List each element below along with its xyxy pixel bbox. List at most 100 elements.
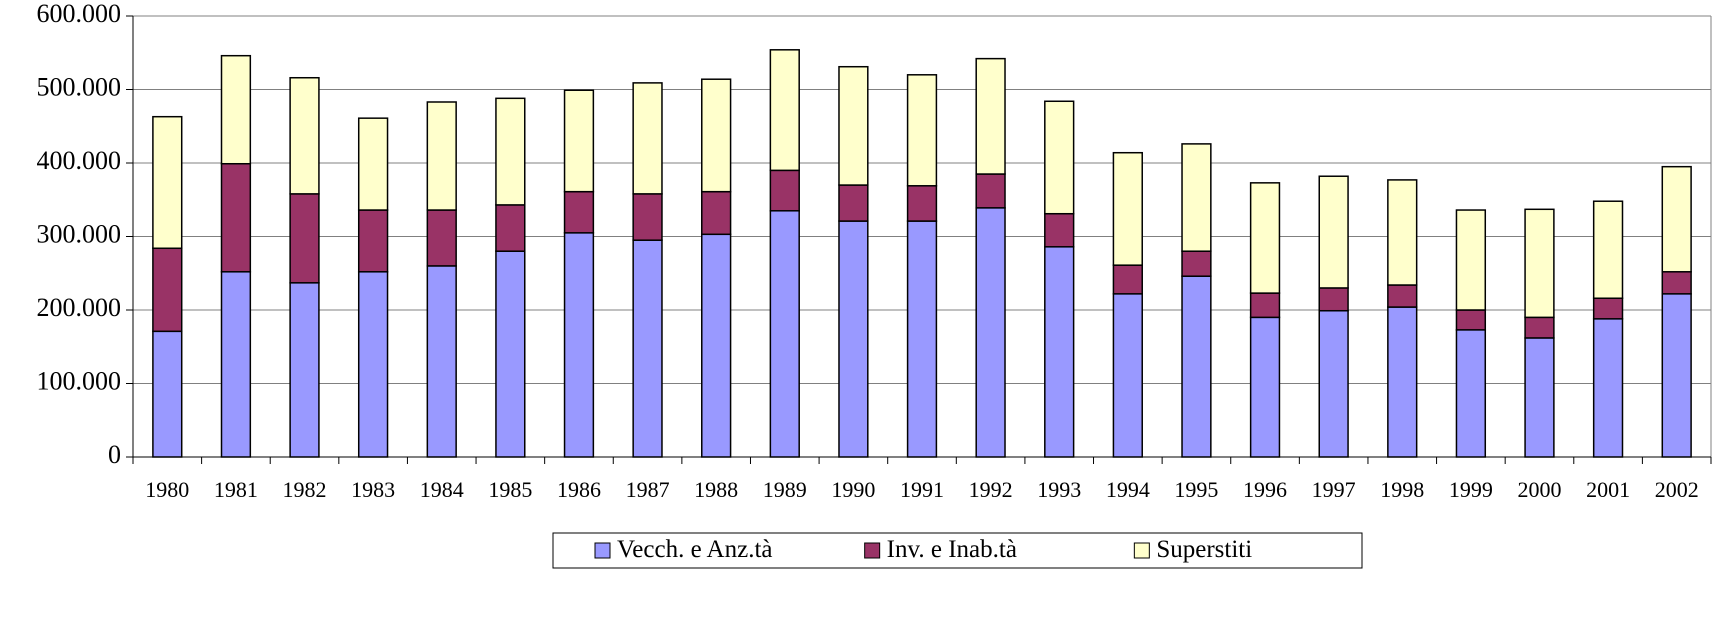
x-tick-label: 1992 [969,477,1013,502]
bar-segment [838,220,869,458]
x-tick-label: 1989 [763,477,807,502]
bar-segment [1044,212,1075,248]
legend-label: Vecch. e Anz.tà [617,536,772,563]
bar-segment [357,271,389,458]
bar-segment [1387,284,1418,308]
bar-segment [1387,179,1418,286]
bar-segment [1524,208,1555,319]
bar-segment [1181,275,1212,458]
bar-segment [1592,318,1624,458]
bar-segment [152,115,183,250]
bar-segment [1112,293,1143,458]
bar-segment [563,232,595,458]
bar-segment [1455,309,1487,331]
bar-segment [1181,143,1212,252]
x-tick-label: 1988 [694,477,738,502]
bar-segment [975,207,1006,458]
bar-segment [1661,293,1692,458]
bar-segment [975,57,1006,175]
y-tick-label: 300.000 [37,219,122,248]
bar-segment [701,190,732,236]
bar-segment [1524,316,1555,339]
bar-segment [632,239,663,458]
bar-segment [1387,306,1418,458]
bar-segment [357,209,389,273]
x-tick-label: 2002 [1655,477,1699,502]
legend-swatch [864,542,881,559]
bar-segment [906,185,938,222]
x-tick-label: 1993 [1037,477,1081,502]
bar-segment [220,271,252,458]
bar-segment [220,54,252,165]
x-tick-label: 1991 [900,477,944,502]
bar-segment [1455,329,1487,458]
bar-segment [495,204,526,252]
bar-segment [701,233,732,458]
bar-segment [1044,100,1075,215]
bar-segment [632,193,663,241]
bar-segment [1524,337,1555,458]
x-tick-label: 1998 [1380,477,1424,502]
bar-segment [426,209,457,267]
x-tick-label: 1985 [488,477,532,502]
bar-segment [906,220,938,458]
bar-segment [1249,292,1281,319]
bar-segment [289,282,320,458]
x-tick-label: 1997 [1312,477,1356,502]
y-tick-label: 500.000 [37,72,122,101]
bar-segment [426,101,457,211]
x-tick-label: 2000 [1517,477,1561,502]
bar-segment [563,89,595,193]
bar-segment [1181,250,1212,277]
bar-segment [495,250,526,458]
bar-segment [289,76,320,195]
bar-segment [152,330,183,458]
bar-segment [563,190,595,234]
bar-segment [769,49,800,172]
legend-swatch [594,542,611,559]
bar-segment [1112,264,1143,295]
bar-segment [701,78,732,193]
bar-segment [426,265,457,458]
bar-segment [769,169,800,212]
bar-segment [1249,182,1281,294]
legend-box [552,532,1363,569]
x-tick-label: 1984 [420,477,464,502]
x-tick-label: 1981 [214,477,258,502]
bar-segment [838,65,869,186]
bar-segment [1455,209,1487,311]
legend-label: Inv. e Inab.tà [887,536,1017,563]
y-tick-label: 100.000 [37,366,122,395]
legend-label: Superstiti [1156,536,1252,563]
x-tick-label: 1983 [351,477,395,502]
bar-segment [838,184,869,222]
bar-segment [1318,287,1349,312]
x-tick-label: 1982 [283,477,327,502]
bar-segment [1112,151,1143,266]
bar-segment [1249,316,1281,458]
y-tick-label: 200.000 [37,293,122,322]
bar-segment [220,162,252,273]
x-tick-label: 2001 [1586,477,1630,502]
bar-segment [1592,297,1624,320]
bar-segment [975,173,1006,209]
x-tick-label: 1986 [557,477,601,502]
bar-segment [1592,200,1624,299]
legend-swatch [1133,542,1150,559]
x-tick-label: 1980 [145,477,189,502]
x-tick-label: 1996 [1243,477,1287,502]
bar-segment [1661,165,1692,273]
bar-segment [495,97,526,206]
bar-segment [769,210,800,458]
x-tick-label: 1999 [1449,477,1493,502]
x-tick-label: 1995 [1174,477,1218,502]
y-tick-label: 600.000 [37,0,122,28]
bar-segment [152,247,183,333]
x-tick-label: 1994 [1106,477,1150,502]
x-tick-label: 1987 [626,477,670,502]
x-tick-label: 1990 [831,477,875,502]
y-tick-label: 400.000 [37,146,122,175]
bar-segment [289,193,320,284]
